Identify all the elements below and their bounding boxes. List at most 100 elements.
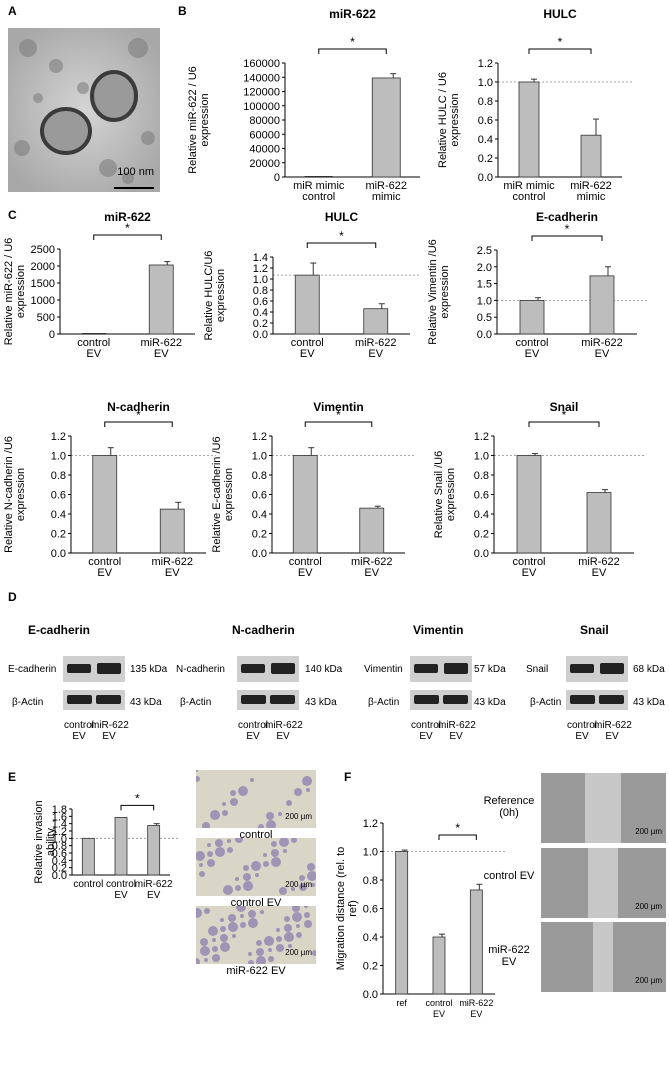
band xyxy=(241,664,265,673)
x-tick-label: control xyxy=(302,191,335,203)
x-tick-label: EV xyxy=(165,567,180,579)
blot-target-kda: 57 kDa xyxy=(474,664,506,675)
stained-cell xyxy=(302,776,312,786)
stained-cell xyxy=(227,839,231,843)
stained-cell xyxy=(223,885,233,895)
y-tick-label: 80000 xyxy=(249,115,280,127)
stain-pattern xyxy=(196,838,316,895)
y-tick-label: 100000 xyxy=(243,101,280,113)
chart-title: Snail xyxy=(550,400,579,414)
x-tick-label: EV xyxy=(300,348,315,360)
blot-target-kda: 140 kDa xyxy=(305,664,343,675)
y-tick-label: 0.6 xyxy=(51,490,66,502)
x-tick-label: control xyxy=(291,337,324,349)
stained-cell xyxy=(204,958,208,962)
stained-cell xyxy=(264,936,274,946)
bar xyxy=(580,134,602,178)
stained-cell xyxy=(263,861,269,867)
y-tick-label: 0.2 xyxy=(51,529,66,541)
x-tick-label: EV xyxy=(525,348,540,360)
band xyxy=(67,695,92,704)
blot-title: E-cadherin xyxy=(28,623,91,637)
stained-cell xyxy=(268,948,272,952)
image-caption: miR-622 xyxy=(488,944,530,956)
x-tick-label: miR-622 xyxy=(581,337,623,349)
chart-c5: Vimentin 0.0 0.2 0.4 0.6 0.8 1.0 1.2 Relative E-… xyxy=(211,400,415,579)
image-caption: Reference xyxy=(483,795,535,807)
x-tick-label: EV xyxy=(592,567,607,579)
chart-c2: HULC 0.00.20.40.60.81.01.21.4 Relative HUL… xyxy=(203,210,420,360)
y-tick-label: 1.2 xyxy=(51,431,66,443)
stained-cell xyxy=(196,851,205,861)
blot-lane-label: control xyxy=(63,720,94,731)
chart-f: 0.0 0.2 0.4 0.6 0.8 1.0 1.2 Migration distance … xyxy=(335,818,505,1019)
bar xyxy=(586,492,612,554)
band xyxy=(271,663,295,674)
y-axis-label: Relative invasion xyxy=(33,800,45,883)
x-tick-label: control xyxy=(515,337,548,349)
y-axis-label: Relative N-cadherin /U6 xyxy=(3,436,15,553)
y-tick-label: 0.0 xyxy=(478,172,493,184)
blot-lane-label: EV xyxy=(102,731,116,742)
y-tick-label: 0.2 xyxy=(363,961,378,973)
y-tick-label: 0 xyxy=(49,329,55,341)
x-tick-label: mimic xyxy=(577,191,606,203)
y-tick-label: 0.0 xyxy=(52,870,67,882)
y-axis-label: ref) xyxy=(347,900,359,917)
stained-cell xyxy=(210,810,220,820)
bar xyxy=(294,274,320,335)
x-tick-label: control xyxy=(73,879,103,890)
stained-cell xyxy=(288,944,292,948)
stained-cell xyxy=(248,952,252,956)
y-tick-label: 120000 xyxy=(243,87,280,99)
chart-b1: miR-622 0 20000 40000 60000 80000 100000 120000… xyxy=(187,7,420,203)
scratch-gap xyxy=(588,848,618,918)
y-tick-label: 1.0 xyxy=(477,295,492,307)
stained-cell xyxy=(240,914,244,918)
stained-cell xyxy=(220,934,228,942)
x-tick-label: EV xyxy=(154,348,169,360)
stained-cell xyxy=(250,778,254,782)
stained-cell xyxy=(307,871,316,881)
significance-star: * xyxy=(136,408,141,422)
y-tick-label: 1.2 xyxy=(252,431,267,443)
stained-cell xyxy=(258,824,264,828)
chart-c6: Snail 0.0 0.2 0.4 0.6 0.8 1.0 1.2 Relative Snail… xyxy=(433,400,644,579)
significance-bracket xyxy=(531,235,603,241)
chart-title: miR-622 xyxy=(104,210,151,224)
y-axis-label: expression xyxy=(223,468,235,521)
x-tick-label: EV xyxy=(298,567,313,579)
bar xyxy=(518,81,540,178)
significance-bracket xyxy=(306,242,377,248)
blot-target-label: Vimentin xyxy=(364,664,403,675)
scratch-image: 200 µm xyxy=(541,848,666,918)
scale-label: 200 µm xyxy=(635,976,662,985)
blot-title: N-cadherin xyxy=(232,623,295,637)
panel-label-a: A xyxy=(8,4,17,18)
y-tick-label: 1.5 xyxy=(477,279,492,291)
y-tick-label: 1.0 xyxy=(51,451,66,463)
x-tick-label: EV xyxy=(364,567,379,579)
y-tick-label: 0.0 xyxy=(477,329,492,341)
stained-cell xyxy=(276,936,282,942)
significance-star: * xyxy=(565,222,570,236)
stained-cell xyxy=(196,776,200,782)
significance-star: * xyxy=(350,35,355,49)
stained-cell xyxy=(278,812,282,816)
stained-cell xyxy=(196,770,198,772)
stained-cell xyxy=(215,839,223,847)
x-tick-label: EV xyxy=(97,567,112,579)
blot-lane-label: EV xyxy=(276,731,290,742)
stained-cell xyxy=(256,956,266,964)
image-caption: control EV xyxy=(483,870,535,882)
blot-lane-label: miR-622 xyxy=(265,720,303,731)
panel-label-f: F xyxy=(344,770,352,784)
band xyxy=(414,695,439,704)
significance-bracket xyxy=(120,804,155,811)
bar xyxy=(395,851,409,995)
stained-cell xyxy=(286,800,292,806)
x-tick-label: control xyxy=(106,879,136,890)
y-tick-label: 0.8 xyxy=(52,841,67,853)
stained-cell xyxy=(196,958,200,964)
